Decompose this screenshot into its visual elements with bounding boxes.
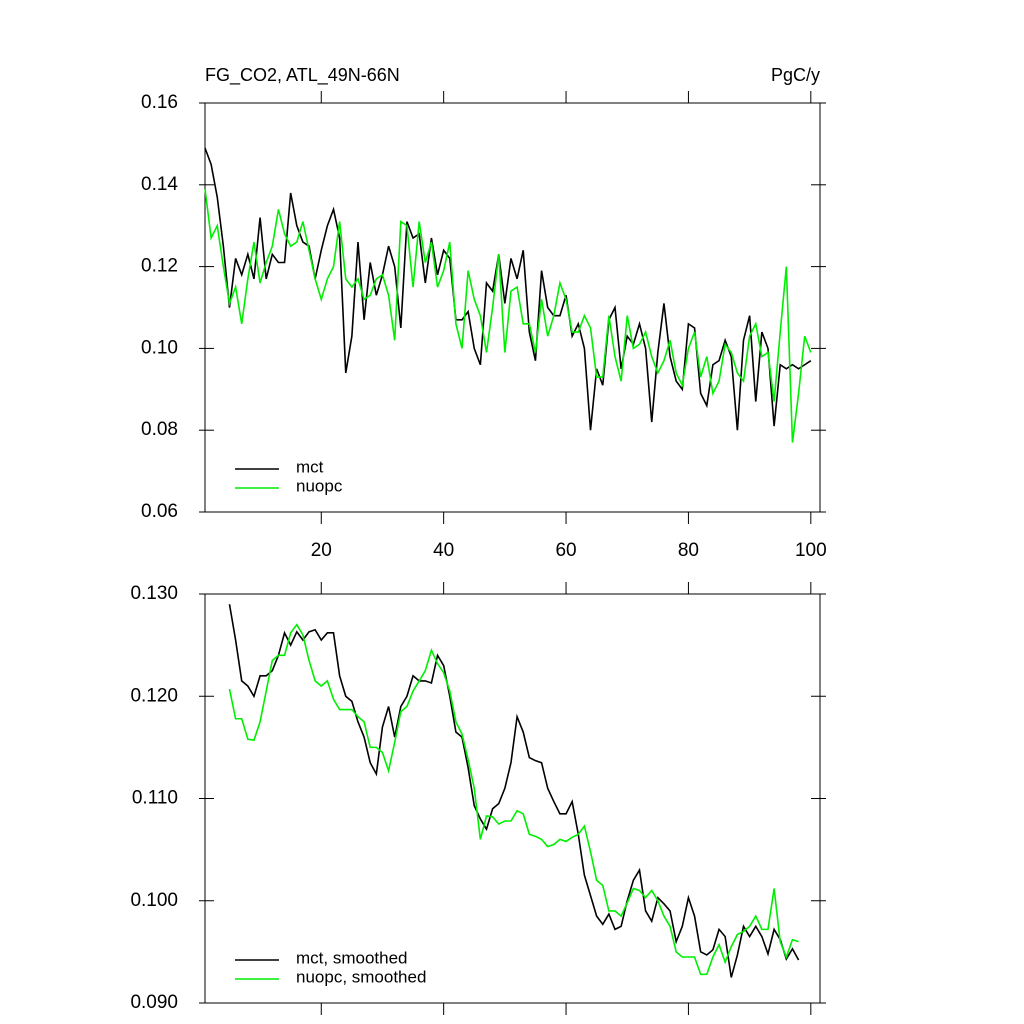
legend-label: mct [296,457,324,476]
y-tick-label: 0.10 [141,337,178,358]
y-tick-label: 0.110 [132,788,178,809]
y-tick-label: 0.120 [130,685,178,706]
legend-label: mct, smoothed [296,948,408,967]
y-tick-label: 0.130 [130,583,178,604]
chart-title: FG_CO2, ATL_49N-66N [205,65,400,86]
x-tick-label: 80 [678,540,699,561]
y-tick-label: 0.08 [141,419,178,440]
data-line [228,623,799,976]
y-tick-label: 0.14 [141,174,178,195]
units-label: PgC/y [771,65,820,85]
data-line [204,147,812,431]
y-tick-label: 0.06 [141,501,178,522]
y-tick-label: 0.100 [130,890,178,911]
data-line [228,604,800,978]
y-tick-label: 0.16 [141,92,178,113]
x-tick-label: 60 [555,540,576,561]
legend-label: nuopc, smoothed [296,967,426,986]
y-tick-label: 0.090 [130,992,178,1013]
x-tick-label: 20 [311,540,332,561]
plot-frame [204,593,821,1004]
data-line [204,188,812,443]
x-tick-label: 100 [795,540,827,561]
y-tick-label: 0.12 [141,256,178,277]
x-tick-label: 40 [433,540,454,561]
legend-label: nuopc [296,476,343,495]
plot-frame [204,102,821,513]
